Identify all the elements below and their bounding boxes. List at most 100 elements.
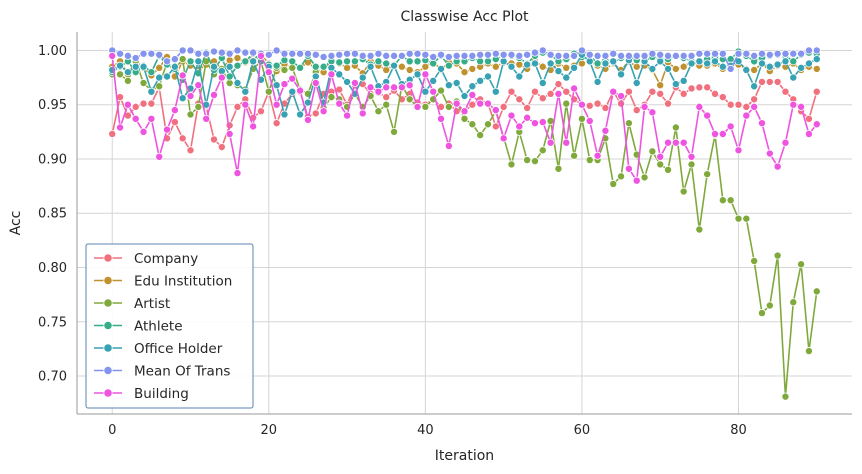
data-point xyxy=(209,135,218,144)
data-point xyxy=(468,90,477,99)
data-point xyxy=(209,90,218,99)
chart-title: Classwise Acc Plot xyxy=(400,9,529,25)
data-point xyxy=(264,50,273,59)
data-point xyxy=(437,86,446,95)
data-point xyxy=(523,60,532,69)
data-point xyxy=(656,160,665,169)
y-tick-label-0: 0.70 xyxy=(38,370,67,385)
data-point xyxy=(812,55,821,64)
data-point xyxy=(601,126,610,135)
data-point xyxy=(397,62,406,71)
data-point xyxy=(648,64,657,73)
data-point xyxy=(711,89,720,98)
y-tick-label-2: 0.80 xyxy=(38,261,67,276)
data-point xyxy=(726,100,735,109)
data-point xyxy=(272,61,281,70)
data-point xyxy=(679,138,688,147)
legend-marker xyxy=(103,275,113,286)
data-point xyxy=(296,63,305,72)
data-point xyxy=(421,87,430,96)
data-point xyxy=(757,49,766,58)
data-point xyxy=(750,82,759,91)
x-tick-label-4: 80 xyxy=(730,423,747,438)
data-point xyxy=(789,73,798,82)
data-point xyxy=(804,130,813,139)
data-point xyxy=(499,134,508,143)
data-point xyxy=(781,392,790,401)
data-point xyxy=(233,46,242,55)
data-point xyxy=(139,79,148,88)
data-point xyxy=(116,61,125,70)
data-point xyxy=(507,50,516,59)
data-point xyxy=(570,63,579,72)
data-point xyxy=(687,59,696,68)
data-point xyxy=(311,62,320,71)
data-point xyxy=(123,76,132,85)
data-point xyxy=(241,100,250,109)
data-point xyxy=(163,57,172,66)
data-point xyxy=(538,62,547,71)
data-point xyxy=(671,123,680,132)
data-point xyxy=(327,51,336,60)
data-point xyxy=(789,57,798,66)
data-point xyxy=(217,73,226,82)
data-point xyxy=(515,122,524,131)
data-point xyxy=(609,49,618,58)
data-point xyxy=(390,83,399,92)
data-point xyxy=(311,50,320,59)
data-point xyxy=(358,109,367,118)
data-point xyxy=(139,99,148,108)
data-point xyxy=(624,51,633,60)
data-point xyxy=(170,118,179,127)
data-point xyxy=(664,99,673,108)
data-point xyxy=(507,160,516,169)
data-point xyxy=(695,102,704,111)
data-point xyxy=(256,51,265,60)
data-point xyxy=(186,110,195,119)
data-point xyxy=(538,118,547,127)
data-point xyxy=(296,110,305,119)
data-point xyxy=(538,79,547,88)
legend-item: Company xyxy=(94,251,198,267)
data-point xyxy=(562,73,571,82)
y-tick-label-4: 0.90 xyxy=(38,152,67,167)
data-point xyxy=(437,64,446,73)
data-point xyxy=(483,50,492,59)
data-point xyxy=(460,68,469,77)
data-point xyxy=(225,121,234,130)
data-point xyxy=(460,51,469,60)
data-point xyxy=(757,59,766,68)
data-point xyxy=(155,82,164,91)
data-point xyxy=(225,49,234,58)
data-point xyxy=(593,99,602,108)
data-point xyxy=(296,86,305,95)
data-point xyxy=(593,59,602,68)
data-point xyxy=(781,138,790,147)
data-point xyxy=(632,51,641,60)
data-point xyxy=(765,77,774,86)
data-point xyxy=(742,102,751,111)
data-point xyxy=(609,57,618,66)
data-point xyxy=(280,65,289,74)
data-point xyxy=(178,134,187,143)
data-point xyxy=(382,93,391,102)
data-point xyxy=(757,77,766,86)
data-point xyxy=(178,94,187,103)
data-point xyxy=(617,172,626,181)
data-point xyxy=(217,48,226,57)
data-point xyxy=(311,79,320,88)
data-point xyxy=(390,61,399,70)
data-point xyxy=(116,49,125,58)
legend-label: Artist xyxy=(134,296,170,312)
data-point xyxy=(272,100,281,109)
data-point xyxy=(413,102,422,111)
data-point xyxy=(789,100,798,109)
data-point xyxy=(695,83,704,92)
data-point xyxy=(155,73,164,82)
data-point xyxy=(108,51,117,60)
data-point xyxy=(797,63,806,72)
data-point xyxy=(570,151,579,160)
data-point xyxy=(671,138,680,147)
data-point xyxy=(123,68,132,77)
data-point xyxy=(264,87,273,96)
